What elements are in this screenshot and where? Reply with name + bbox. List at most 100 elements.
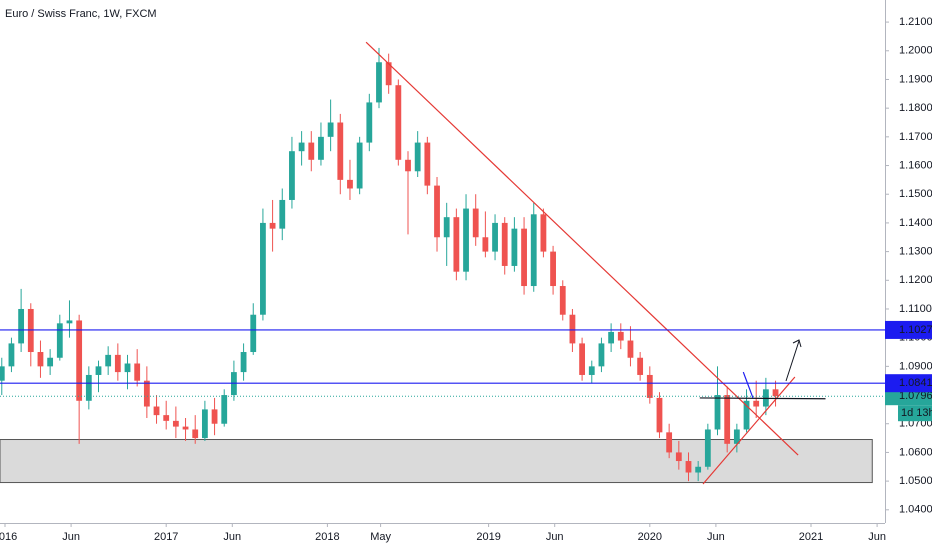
candle-body (56, 323, 63, 358)
candle-body (405, 159, 411, 172)
y-tick-label: 1.17000 (899, 131, 932, 143)
candle-body (250, 314, 257, 353)
zone (0, 439, 873, 484)
candle-body (521, 228, 527, 287)
candle-body (327, 122, 334, 137)
price-label-box (885, 374, 932, 393)
candle-body (743, 400, 750, 430)
candle-body (550, 251, 556, 287)
x-tick-label: 2017 (154, 531, 178, 543)
candle-body (0, 366, 5, 381)
candle-body (289, 151, 295, 200)
price-label: 1.10270 (899, 324, 932, 336)
candle-body (453, 217, 460, 272)
candle-body (385, 62, 392, 86)
candle-body (211, 409, 218, 424)
candle-body (318, 136, 324, 160)
candle-body (172, 420, 179, 427)
price-label: 1.08413 (899, 377, 932, 389)
x-tick-label: 2018 (315, 531, 339, 543)
x-tick-label: Jun (707, 531, 725, 543)
candle-body (240, 352, 247, 373)
y-tick-label: 1.14000 (899, 217, 932, 229)
candle-body (105, 354, 112, 367)
candle-body (66, 320, 73, 324)
price-label-box (885, 320, 932, 339)
last-price-label: 1.07960 (899, 390, 932, 402)
candle-body (598, 343, 605, 367)
candle-body (559, 286, 566, 315)
candle-body (76, 320, 83, 401)
candle-body (724, 395, 731, 444)
x-tick-label: 2016 (0, 531, 17, 543)
arrow (785, 339, 802, 382)
candle-body (733, 429, 740, 444)
candle-body (414, 142, 421, 172)
y-tick-label: 1.09000 (899, 360, 932, 372)
candle-body (8, 343, 15, 367)
candle-body (646, 374, 653, 398)
y-tick-label: 1.16000 (899, 159, 932, 171)
candle-body (337, 122, 344, 180)
x-tick-label: 2021 (799, 531, 823, 543)
candle-body (463, 208, 469, 272)
candle-body (260, 222, 266, 315)
candle-body (308, 142, 315, 160)
candle-body (376, 62, 382, 103)
candle-body (656, 397, 663, 433)
trendline (702, 376, 796, 485)
candle-body (201, 409, 208, 439)
y-tick-label: 1.11000 (899, 303, 932, 315)
candle-body (424, 142, 431, 186)
candle-body (579, 343, 586, 375)
y-tick-label: 1.12000 (899, 274, 932, 286)
candle-body (569, 314, 576, 344)
candle-body (540, 214, 547, 252)
candle-body (434, 185, 440, 238)
candle-body (163, 415, 170, 421)
x-tick-label: May (370, 531, 391, 543)
y-tick-label: 1.13000 (899, 246, 932, 258)
candle-body (182, 426, 189, 430)
y-tick-label: 1.19000 (899, 73, 932, 85)
candle-body (18, 308, 25, 344)
candle-body (492, 222, 498, 252)
countdown-label: 1d 13h (901, 407, 932, 419)
candle-body (666, 432, 673, 453)
candle-body (695, 466, 702, 473)
x-tick-label: Jun (868, 531, 886, 543)
candle-body (772, 389, 779, 397)
candle-body (153, 406, 160, 416)
y-tick-label: 1.06000 (899, 446, 932, 458)
trendline (699, 397, 826, 400)
x-tick-label: Jun (223, 531, 241, 543)
candle-body (85, 374, 92, 401)
y-tick-label: 1.05000 (899, 475, 932, 487)
candle-body (637, 357, 644, 375)
candle-body (395, 85, 402, 160)
candle-body (366, 102, 373, 143)
candle-body (588, 366, 595, 375)
x-tick-label: Jun (62, 531, 80, 543)
x-tick-label: 2020 (638, 531, 662, 543)
candle-body (608, 331, 615, 344)
candle-body (356, 142, 363, 189)
x-tick-label: 2019 (476, 531, 500, 543)
candle-body (627, 340, 634, 358)
candle-body (685, 461, 692, 473)
candle-body (472, 208, 479, 238)
y-tick-label: 1.04000 (899, 504, 932, 516)
candle-body (347, 179, 353, 189)
candle-body (617, 331, 624, 341)
candle-body (675, 452, 682, 462)
candle-body (114, 354, 121, 373)
x-tick-label: Jun (546, 531, 564, 543)
candle-body (37, 352, 44, 367)
y-tick-label: 1.18000 (899, 102, 932, 114)
candle-body (511, 228, 518, 266)
candle-body (530, 214, 537, 287)
trendline (365, 41, 799, 456)
candle-body (269, 222, 276, 229)
